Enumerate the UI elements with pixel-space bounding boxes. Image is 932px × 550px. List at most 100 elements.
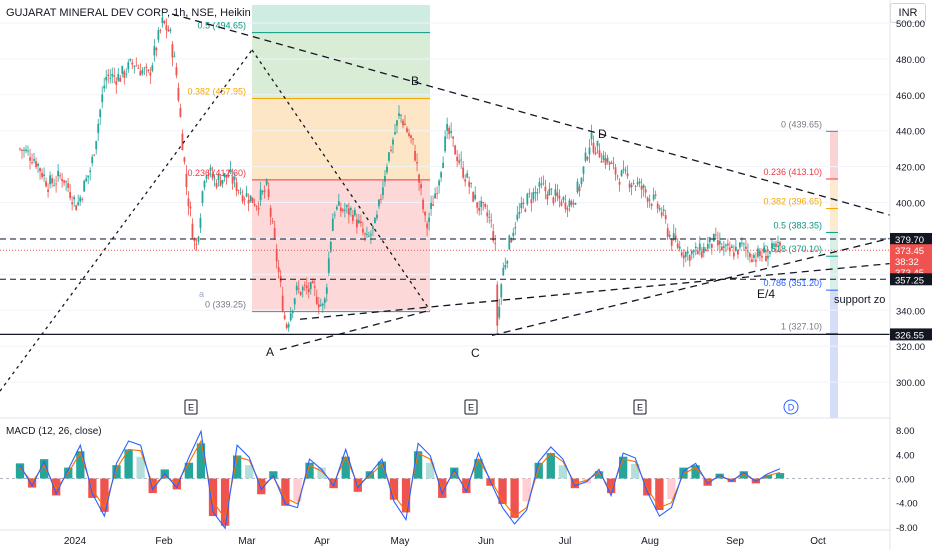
candle-body (165, 25, 168, 31)
price-tick-label: 340.00 (896, 306, 925, 317)
candle-body (620, 170, 623, 177)
candle-body (526, 193, 529, 205)
candle-body (604, 158, 607, 165)
candle-body (636, 182, 639, 185)
candle-body (512, 232, 515, 237)
candle-body (710, 243, 713, 248)
candle-body (690, 250, 693, 255)
candle-body (372, 226, 374, 229)
macd-histogram-bar (606, 478, 616, 494)
candle-body (257, 207, 260, 210)
candle-body (775, 243, 777, 247)
macd-histogram-bar (196, 443, 206, 479)
price-tag (890, 244, 932, 257)
candle-body (105, 76, 108, 81)
price-tick-label: 480.00 (896, 55, 925, 66)
earnings-marker (464, 399, 478, 415)
candle-body (225, 175, 228, 178)
candle-body (570, 201, 573, 205)
candle-body (626, 173, 629, 177)
candle-body (135, 65, 138, 67)
candle-body (562, 197, 565, 201)
candle-body (189, 206, 192, 209)
candle-body (263, 190, 266, 192)
candle-body (628, 183, 631, 188)
candle-body (759, 251, 761, 256)
candle-body (129, 59, 132, 61)
candle-body (498, 306, 501, 318)
price-tag (890, 273, 932, 286)
candle-body (69, 191, 72, 199)
candle-body (408, 133, 410, 136)
fib-level-label: 0.382 (457.95) (187, 86, 246, 96)
candle-body (337, 201, 340, 206)
candle-body (382, 187, 384, 196)
candle-body (349, 208, 352, 210)
candle-body (508, 235, 511, 250)
candle-body (460, 159, 463, 161)
macd-tick-label: 0.00 (896, 475, 915, 486)
macd-histogram-bar (112, 465, 121, 479)
candle-body (35, 161, 37, 167)
candle-body (297, 288, 300, 290)
candle-body (39, 168, 41, 172)
candle-body (412, 138, 414, 140)
candle-body (49, 175, 51, 185)
price-tick-label: 460.00 (896, 91, 925, 102)
candle-body (321, 303, 324, 306)
candle-body (734, 246, 737, 251)
candle-body (472, 192, 475, 202)
candle-body (211, 173, 214, 179)
candle-body (668, 234, 671, 237)
candle-body (652, 194, 655, 200)
price-tick-label: 420.00 (896, 163, 925, 174)
macd-histogram-bar (341, 456, 350, 479)
candle-body (161, 17, 164, 23)
candle-body (520, 203, 523, 209)
candle-body (21, 149, 23, 151)
candle-body (245, 193, 248, 197)
macd-title: MACD (12, 26, close) (6, 426, 102, 437)
fib-zone-band (252, 5, 430, 33)
candle-body (239, 192, 242, 194)
candle-body (133, 65, 136, 67)
candle-body (418, 174, 420, 183)
macd-histogram-bar (232, 455, 242, 479)
price-tag-label: 373.45 (895, 246, 924, 257)
candle-body (235, 182, 238, 192)
fib-level-label: 0.236 (412.60) (187, 168, 246, 178)
candle-body (664, 215, 667, 220)
candle-body (99, 109, 102, 118)
candle-body (345, 205, 348, 207)
candle-body (355, 219, 358, 228)
candle-body (566, 208, 569, 211)
candle-body (19, 148, 21, 150)
candle-body (432, 204, 434, 206)
candle-body (514, 227, 517, 229)
candle-body (574, 202, 577, 205)
candle-body (404, 123, 406, 126)
candle-body (580, 178, 583, 184)
candle-body (747, 251, 749, 253)
macd-histogram-bar (619, 456, 628, 479)
time-tick-label: May (391, 536, 410, 547)
candle-body (233, 176, 236, 181)
macd-pane: MACD (12, 26, close) (0, 417, 890, 530)
candle-body (410, 135, 412, 138)
candle-body (277, 267, 280, 272)
candle-body (153, 46, 156, 56)
candle-body (476, 202, 479, 208)
candle-body (207, 174, 210, 175)
candle-body (678, 246, 681, 249)
candle-body (353, 210, 356, 216)
candle-body (203, 181, 206, 188)
candle-body (480, 200, 483, 208)
fib-right-label: 0.618 (370.10) (763, 244, 822, 254)
candle-body (546, 194, 549, 200)
candle-body (732, 252, 735, 257)
candle-body (608, 161, 611, 165)
candle-body (584, 152, 587, 161)
fib-right-strip (830, 131, 838, 179)
grid (0, 22, 890, 383)
